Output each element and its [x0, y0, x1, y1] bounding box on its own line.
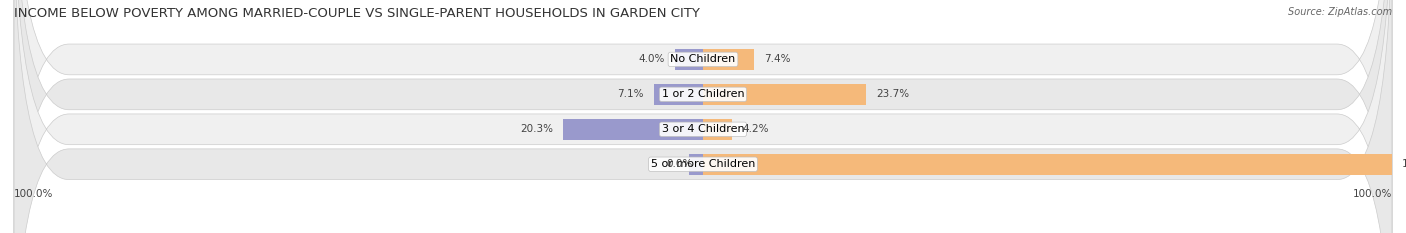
- FancyBboxPatch shape: [14, 0, 1392, 233]
- Bar: [689, 154, 703, 175]
- Bar: [654, 84, 703, 105]
- Bar: [703, 84, 866, 105]
- Text: 100.0%: 100.0%: [1353, 189, 1392, 199]
- Text: INCOME BELOW POVERTY AMONG MARRIED-COUPLE VS SINGLE-PARENT HOUSEHOLDS IN GARDEN : INCOME BELOW POVERTY AMONG MARRIED-COUPL…: [14, 7, 700, 20]
- Text: 0.0%: 0.0%: [666, 159, 693, 169]
- Text: 100.0%: 100.0%: [14, 189, 53, 199]
- Bar: [703, 119, 733, 140]
- Text: 7.1%: 7.1%: [617, 89, 644, 99]
- Text: 4.0%: 4.0%: [638, 55, 665, 64]
- Text: 5 or more Children: 5 or more Children: [651, 159, 755, 169]
- Text: 23.7%: 23.7%: [876, 89, 910, 99]
- Text: 4.2%: 4.2%: [742, 124, 769, 134]
- Text: 100.0%: 100.0%: [1402, 159, 1406, 169]
- Bar: [564, 119, 703, 140]
- Text: No Children: No Children: [671, 55, 735, 64]
- Bar: [675, 49, 703, 70]
- Text: 1 or 2 Children: 1 or 2 Children: [662, 89, 744, 99]
- FancyBboxPatch shape: [14, 0, 1392, 233]
- Bar: [703, 154, 1392, 175]
- FancyBboxPatch shape: [14, 0, 1392, 233]
- Bar: [703, 49, 754, 70]
- FancyBboxPatch shape: [14, 0, 1392, 233]
- Text: 7.4%: 7.4%: [765, 55, 790, 64]
- Text: 3 or 4 Children: 3 or 4 Children: [662, 124, 744, 134]
- Text: 20.3%: 20.3%: [520, 124, 553, 134]
- Text: Source: ZipAtlas.com: Source: ZipAtlas.com: [1288, 7, 1392, 17]
